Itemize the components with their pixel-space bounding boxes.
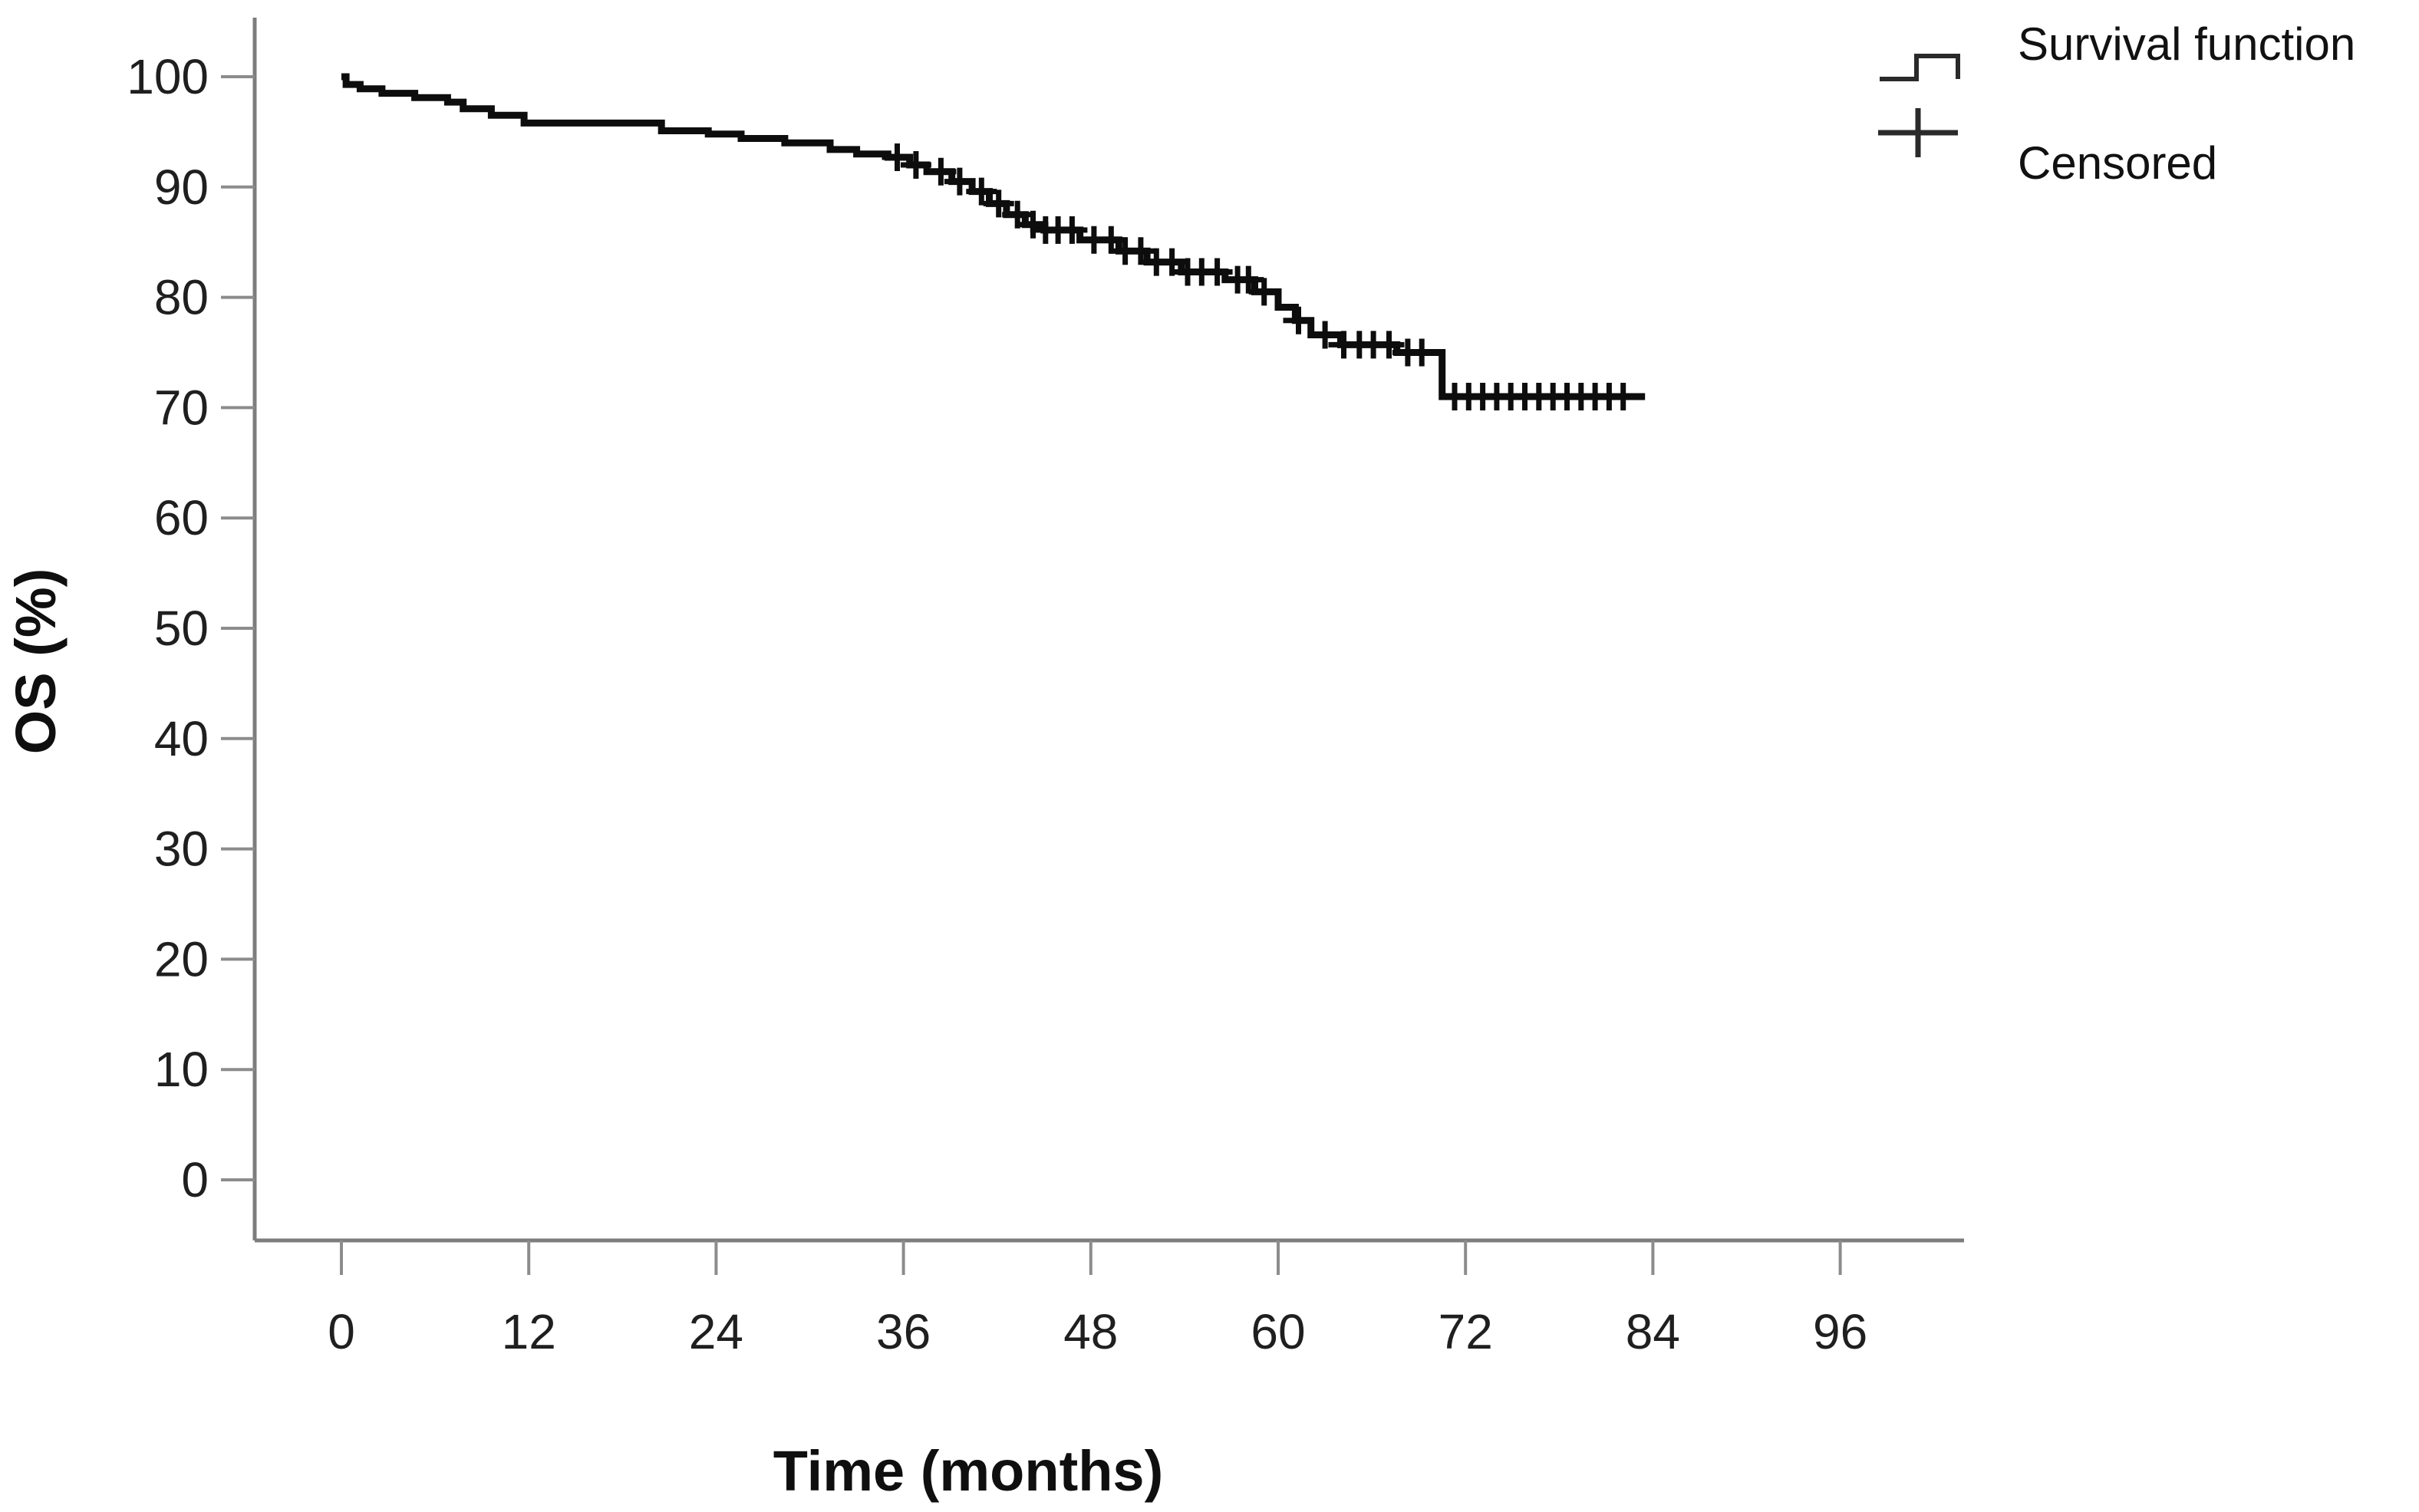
censor-mark bbox=[1283, 306, 1314, 334]
x-tick-label: 48 bbox=[1063, 1304, 1118, 1359]
censor-mark bbox=[983, 189, 1014, 218]
y-axis-tick-labels: 0 10 20 30 40 50 60 70 80 90 100 bbox=[127, 49, 209, 1207]
x-axis-tick-labels: 0 12 24 36 48 60 72 84 96 bbox=[328, 1304, 1867, 1359]
censor-mark bbox=[1125, 237, 1156, 265]
legend: Survival function Censored bbox=[1878, 18, 2355, 189]
y-axis-title: OS (%) bbox=[4, 568, 68, 755]
censor-mark bbox=[900, 151, 931, 179]
y-tick-label: 40 bbox=[154, 711, 209, 766]
step-line-icon bbox=[1880, 54, 1960, 81]
censor-mark bbox=[1233, 265, 1264, 294]
censor-mark bbox=[944, 167, 975, 196]
x-tick-label: 60 bbox=[1251, 1304, 1305, 1359]
censor-mark bbox=[1406, 338, 1438, 367]
censor-mark bbox=[1248, 278, 1280, 306]
censored-marks bbox=[882, 143, 1639, 410]
censor-mark bbox=[1201, 258, 1233, 286]
y-tick-label: 90 bbox=[154, 160, 209, 215]
censor-mark bbox=[1156, 248, 1188, 276]
y-axis-ticks bbox=[221, 75, 255, 1181]
censor-mark bbox=[925, 157, 957, 186]
censor-mark bbox=[1607, 383, 1639, 410]
censor-mark bbox=[1056, 216, 1088, 244]
y-tick-label: 10 bbox=[154, 1042, 209, 1097]
censor-mark bbox=[966, 177, 997, 206]
x-tick-label: 12 bbox=[502, 1304, 556, 1359]
y-tick-label: 50 bbox=[154, 601, 209, 656]
legend-label-survival: Survival function bbox=[2018, 18, 2355, 70]
x-axis-title: Time (months) bbox=[773, 1439, 1163, 1503]
x-tick-label: 36 bbox=[876, 1304, 931, 1359]
y-tick-label: 80 bbox=[154, 270, 209, 325]
y-tick-label: 70 bbox=[154, 380, 209, 435]
censor-mark bbox=[1373, 331, 1405, 359]
x-axis-ticks bbox=[340, 1240, 1842, 1275]
x-tick-label: 84 bbox=[1626, 1304, 1680, 1359]
survival-curve bbox=[341, 73, 1646, 400]
x-tick-label: 96 bbox=[1813, 1304, 1867, 1359]
x-tick-label: 72 bbox=[1439, 1304, 1493, 1359]
censor-mark bbox=[1002, 200, 1033, 229]
y-tick-label: 60 bbox=[154, 490, 209, 545]
x-tick-label: 24 bbox=[689, 1304, 743, 1359]
x-tick-label: 0 bbox=[328, 1304, 355, 1359]
censor-mark bbox=[1310, 321, 1341, 349]
plus-icon bbox=[1878, 108, 1958, 157]
legend-label-censored: Censored bbox=[2018, 137, 2217, 189]
censor-mark bbox=[882, 143, 913, 171]
y-tick-label: 0 bbox=[181, 1152, 209, 1207]
y-tick-label: 30 bbox=[154, 822, 209, 877]
y-tick-label: 100 bbox=[127, 49, 209, 104]
y-tick-label: 20 bbox=[154, 931, 209, 987]
